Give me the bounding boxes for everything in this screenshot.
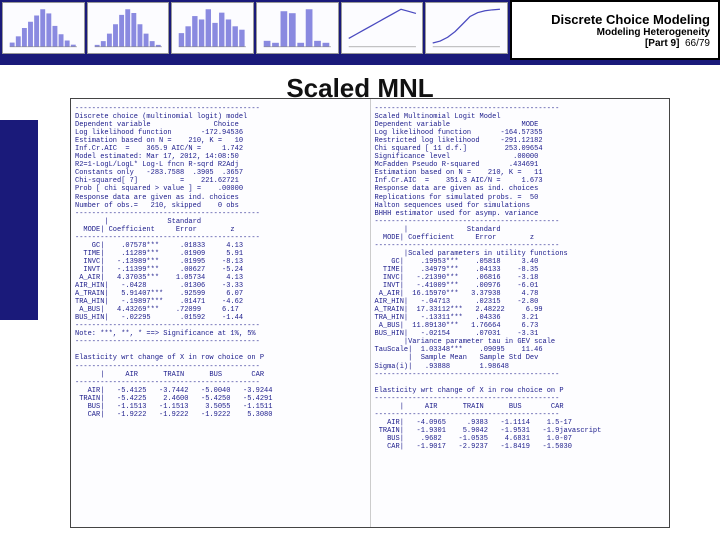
bars-icon	[3, 3, 84, 53]
thumb-1	[2, 2, 85, 54]
divider-bar	[0, 60, 720, 65]
line-icon	[426, 3, 507, 53]
bars-icon	[88, 3, 169, 53]
thumbnail-strip	[0, 0, 510, 60]
part-indicator: [Part 9] 66/79	[520, 38, 710, 49]
stat-output: ----------------------------------------…	[70, 98, 670, 528]
thumb-2	[87, 2, 170, 54]
course-title: Discrete Choice Modeling	[520, 12, 710, 27]
output-right-column: ----------------------------------------…	[371, 99, 670, 527]
bars-icon	[172, 3, 253, 53]
side-accent	[0, 120, 38, 320]
bars-icon	[257, 3, 338, 53]
thumb-6	[425, 2, 508, 54]
top-banner: Discrete Choice Modeling Modeling Hetero…	[0, 0, 720, 60]
thumb-4	[256, 2, 339, 54]
course-subtitle: Modeling Heterogeneity	[520, 27, 710, 38]
thumb-5	[341, 2, 424, 54]
output-left-column: ----------------------------------------…	[71, 99, 370, 527]
line-icon	[342, 3, 423, 53]
thumb-3	[171, 2, 254, 54]
header-box: Discrete Choice Modeling Modeling Hetero…	[510, 0, 720, 60]
